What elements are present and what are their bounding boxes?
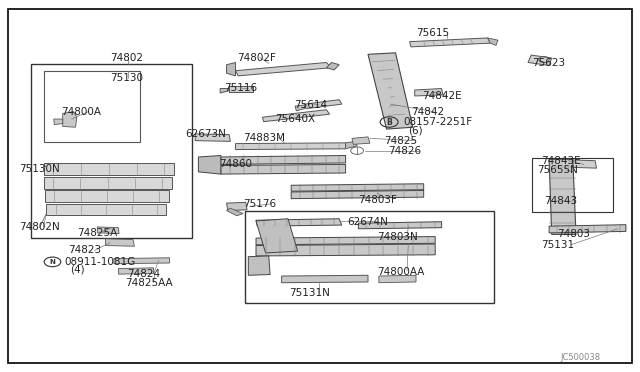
Polygon shape	[46, 204, 166, 215]
Polygon shape	[236, 62, 332, 76]
Text: 74803F: 74803F	[358, 195, 397, 205]
Polygon shape	[236, 143, 346, 150]
Polygon shape	[63, 112, 77, 127]
Text: 74802N: 74802N	[19, 222, 60, 232]
Polygon shape	[118, 268, 154, 274]
Polygon shape	[220, 89, 229, 93]
Text: 74825AA: 74825AA	[125, 278, 172, 288]
Polygon shape	[106, 239, 134, 246]
Polygon shape	[291, 184, 424, 191]
Polygon shape	[198, 155, 221, 174]
Polygon shape	[221, 155, 346, 164]
Text: 75615: 75615	[416, 29, 449, 38]
Text: 75130: 75130	[110, 73, 143, 83]
Text: 75116: 75116	[224, 83, 257, 93]
Text: 75655N: 75655N	[538, 165, 579, 175]
Text: 74842: 74842	[412, 107, 445, 116]
Text: 74800A: 74800A	[61, 107, 101, 116]
Text: 74842E: 74842E	[422, 91, 462, 100]
Text: 75623: 75623	[532, 58, 566, 68]
Text: 75640X: 75640X	[275, 114, 316, 124]
Bar	[44, 71, 140, 142]
Polygon shape	[256, 237, 435, 245]
Polygon shape	[256, 219, 342, 226]
Polygon shape	[549, 225, 626, 233]
Polygon shape	[573, 160, 596, 168]
Bar	[245, 211, 494, 303]
Text: JC500038: JC500038	[560, 353, 600, 362]
Text: 74860: 74860	[220, 159, 253, 169]
Text: 75131: 75131	[541, 240, 574, 250]
Text: 75130N: 75130N	[19, 164, 60, 174]
Polygon shape	[227, 62, 236, 76]
Text: 62674N: 62674N	[348, 217, 388, 227]
Polygon shape	[291, 190, 424, 199]
Text: 74826: 74826	[388, 146, 422, 155]
Text: 74825: 74825	[384, 137, 417, 146]
Polygon shape	[410, 38, 490, 47]
Text: (4): (4)	[70, 265, 85, 275]
Text: 74843E: 74843E	[541, 156, 580, 166]
Polygon shape	[44, 163, 174, 175]
Text: 74823: 74823	[68, 246, 102, 255]
Polygon shape	[256, 244, 435, 256]
Polygon shape	[415, 89, 443, 96]
Polygon shape	[229, 86, 253, 92]
Text: (6): (6)	[408, 125, 423, 135]
Polygon shape	[326, 62, 339, 70]
Polygon shape	[54, 119, 63, 125]
Text: 75614: 75614	[294, 100, 328, 110]
Bar	[532, 158, 613, 212]
Polygon shape	[368, 53, 413, 129]
Polygon shape	[97, 227, 119, 234]
Polygon shape	[227, 208, 243, 216]
Text: 75131N: 75131N	[289, 288, 330, 298]
Polygon shape	[227, 202, 247, 211]
Text: 74824: 74824	[127, 269, 160, 279]
Polygon shape	[528, 55, 552, 65]
Text: 74883M: 74883M	[243, 134, 285, 143]
Polygon shape	[282, 275, 368, 283]
Text: 08157-2251F: 08157-2251F	[403, 117, 472, 127]
Polygon shape	[305, 100, 342, 109]
Text: 74803N: 74803N	[378, 232, 419, 242]
Text: 74802F: 74802F	[237, 53, 276, 62]
Polygon shape	[379, 275, 416, 283]
Polygon shape	[549, 159, 576, 234]
Polygon shape	[262, 110, 330, 122]
Polygon shape	[248, 256, 270, 275]
Polygon shape	[352, 137, 370, 144]
Polygon shape	[114, 258, 170, 264]
Bar	[31, 64, 192, 238]
Polygon shape	[195, 134, 230, 141]
Polygon shape	[358, 222, 442, 229]
Polygon shape	[295, 105, 305, 111]
Text: 62673N: 62673N	[186, 129, 227, 139]
Polygon shape	[44, 177, 172, 189]
Text: 74825A: 74825A	[77, 228, 117, 237]
Text: 74843: 74843	[544, 196, 577, 206]
Text: 74802: 74802	[110, 53, 143, 62]
Polygon shape	[221, 164, 346, 174]
Text: B: B	[387, 118, 392, 126]
Polygon shape	[45, 190, 169, 202]
Text: 75176: 75176	[243, 199, 276, 209]
Text: N: N	[49, 259, 56, 265]
Text: 74803: 74803	[557, 230, 590, 239]
Polygon shape	[488, 38, 498, 45]
Text: 74800AA: 74800AA	[378, 267, 425, 276]
Text: 08911-1081G: 08911-1081G	[64, 257, 135, 267]
Polygon shape	[346, 141, 357, 149]
Polygon shape	[256, 219, 298, 253]
